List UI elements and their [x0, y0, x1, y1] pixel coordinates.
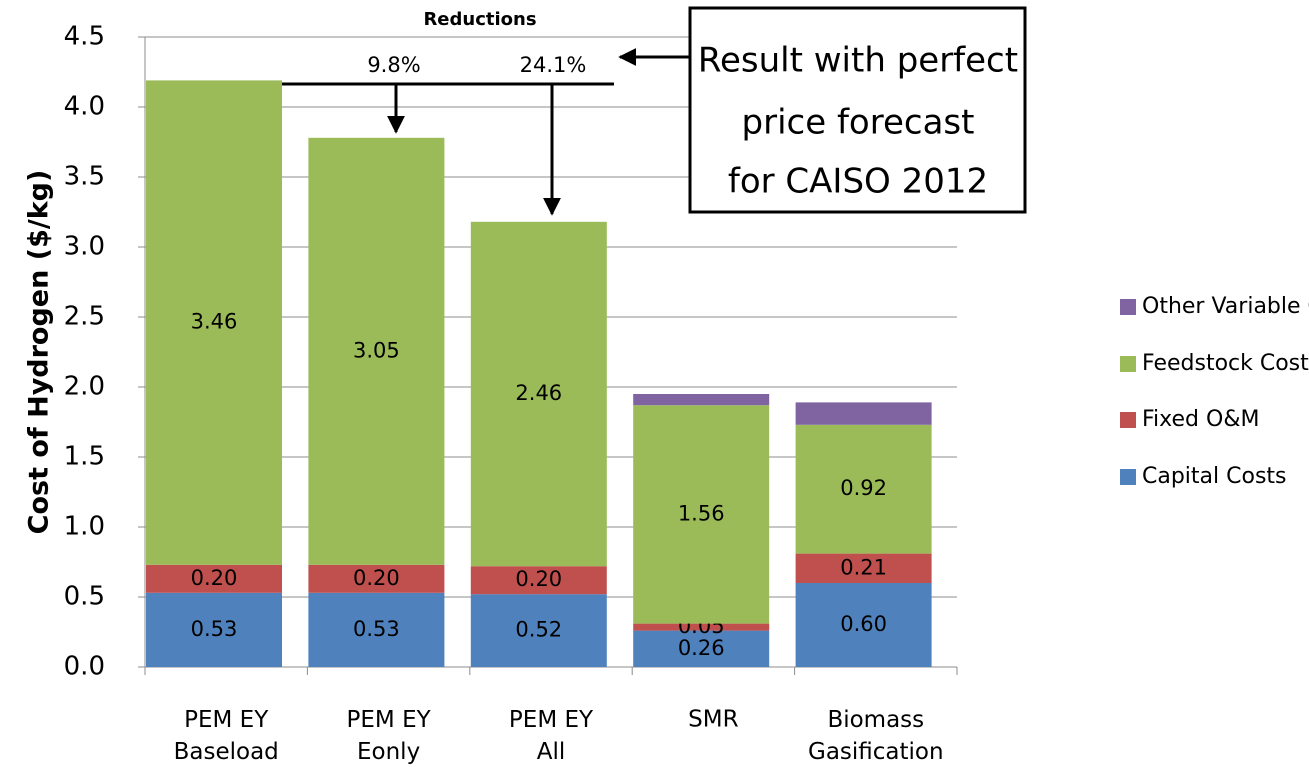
bar-segment: [795, 424, 932, 554]
data-label: 0.52: [515, 618, 562, 642]
x-tick-label: PEM EY All: [509, 707, 594, 765]
y-axis-title: Cost of Hydrogen ($/kg): [24, 170, 55, 535]
y-tick-label: 3.0: [64, 232, 105, 262]
data-label: 0.26: [678, 636, 725, 660]
bar-segment: [795, 553, 932, 583]
y-tick-label: 1.0: [64, 512, 105, 542]
data-label: 0.53: [353, 617, 400, 641]
bar-segment: [633, 394, 770, 406]
callout-box: [688, 6, 1027, 214]
bar-segment: [470, 566, 607, 595]
data-label: 0.20: [515, 567, 562, 591]
x-tick-label: Biomass Gasification: [808, 707, 944, 765]
bar-segment: [308, 564, 445, 593]
x-tick-label: PEM EY Baseload: [174, 707, 279, 765]
legend-swatch: [1120, 469, 1136, 485]
y-tick-label: 1.5: [64, 442, 105, 472]
y-tick-label: 3.5: [64, 162, 105, 192]
y-tick-label: 0.0: [64, 652, 105, 682]
data-label: 0.60: [840, 612, 887, 636]
bar-segment: [308, 592, 445, 667]
legend-swatch: [1120, 356, 1136, 372]
legend-swatch: [1120, 299, 1136, 315]
bar-segment: [633, 405, 770, 624]
data-label: 3.46: [191, 310, 238, 334]
bar-segment: [470, 594, 607, 667]
legend-label: Feedstock Costs: [1142, 351, 1309, 376]
y-tick-label: 2.0: [64, 372, 105, 402]
reduction-label: 24.1%: [520, 53, 587, 77]
legend-label: Other Variable Costs: [1142, 294, 1309, 319]
x-tick-label: PEM EY Eonly: [347, 707, 432, 765]
bar-segment: [146, 80, 282, 565]
data-label: 1.56: [678, 501, 725, 525]
bar-segment: [795, 402, 932, 425]
data-label: 3.05: [353, 338, 400, 362]
data-label: 0.20: [353, 566, 400, 590]
data-label: 0.21: [840, 555, 887, 579]
callout-text: Result with perfect: [698, 41, 1018, 81]
legend-label: Capital Costs: [1142, 464, 1287, 489]
y-tick-label: 0.5: [64, 582, 105, 612]
bar-segment: [633, 630, 770, 667]
bar-segment: [633, 623, 770, 631]
bar-segment: [795, 583, 932, 667]
data-label: 0.92: [840, 476, 887, 500]
reductions-title: Reductions: [423, 9, 536, 30]
callout-text: for CAISO 2012: [728, 162, 988, 202]
y-tick-label: 2.5: [64, 302, 105, 332]
data-label: 0.20: [191, 566, 238, 590]
legend-label: Fixed O&M: [1142, 407, 1259, 432]
data-label: 2.46: [515, 381, 562, 405]
data-label: 0.53: [191, 617, 238, 641]
legend-swatch: [1120, 412, 1136, 428]
x-tick-label: SMR: [688, 707, 738, 733]
bar-segment: [146, 592, 282, 667]
reduction-label: 9.8%: [367, 53, 420, 77]
bar-segment: [146, 564, 282, 593]
y-tick-label: 4.5: [64, 22, 105, 52]
bar-segment: [308, 137, 445, 565]
bar-segment: [470, 221, 607, 567]
y-tick-label: 4.0: [64, 92, 105, 122]
callout-text: price forecast: [742, 103, 975, 143]
plot-area: 0.0 0.5 1.0 1.5 2.0 2.5 3.0 3.5 4.0 4.5 PEM EY Base…: [64, 22, 958, 765]
